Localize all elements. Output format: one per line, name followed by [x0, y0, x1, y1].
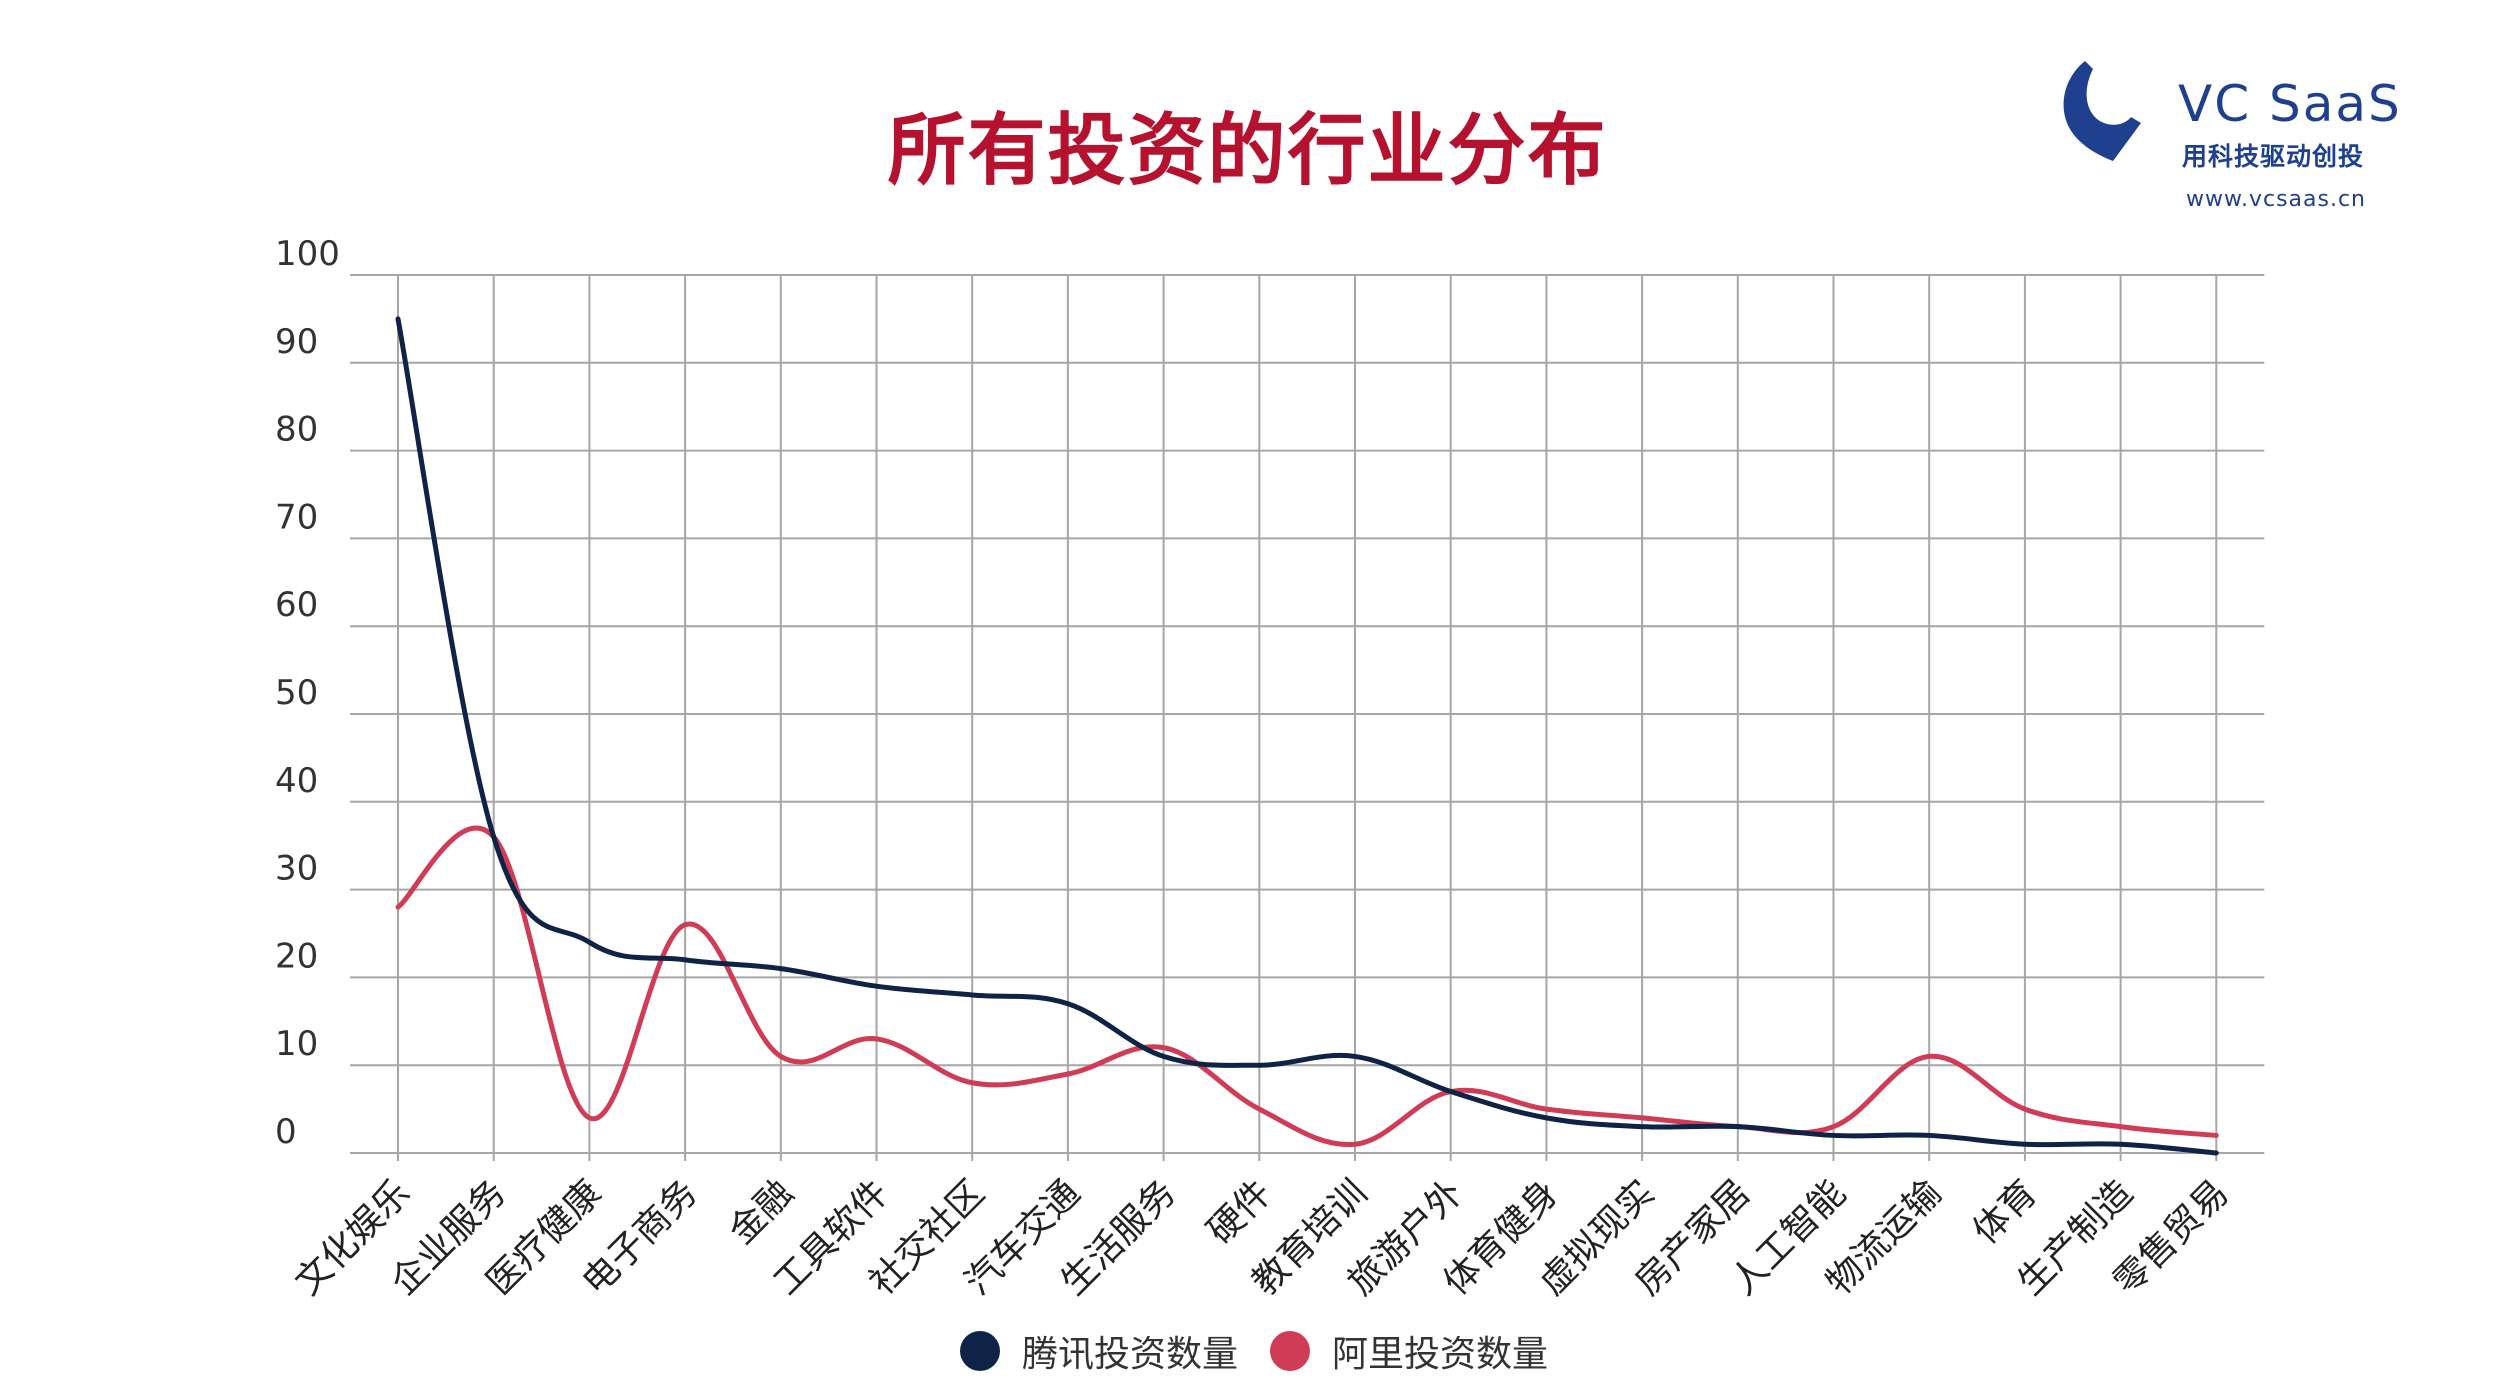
y-tick-label: 0 [275, 1112, 297, 1152]
x-tick-label: 硬件 [1200, 1172, 1280, 1252]
x-tick-label: 体育 [1965, 1172, 2045, 1252]
chart-series [395, 316, 2219, 1156]
logo-slogan: 用科技驱动创投 [2182, 142, 2365, 171]
brand-logo: VC SaaS 用科技驱动创投 www.vcsaas.cn [2055, 55, 2400, 220]
y-axis-ticks: 0 10 20 30 40 50 60 70 80 90 100 [275, 234, 340, 1152]
series-line-ali [395, 825, 2219, 1148]
legend-marker-tencent [960, 1331, 1000, 1371]
page-title: 所有投资的行业分布 [887, 106, 1608, 196]
y-tick-label: 60 [275, 585, 318, 625]
logo-name: VC SaaS [2178, 75, 2402, 133]
vc-saas-logo-icon [2063, 61, 2141, 161]
logo-url: www.vcsaas.cn [2186, 187, 2366, 212]
x-tick-label: 金融 [721, 1172, 801, 1252]
chart-legend: 腾讯投资数量 阿里投资数量 [960, 1323, 1580, 1379]
legend-label-ali: 阿里投资数量 [1332, 1334, 1549, 1375]
y-tick-label: 40 [275, 761, 318, 801]
y-tick-label: 90 [275, 322, 318, 362]
legend-item-tencent: 腾讯投资数量 [960, 1325, 1238, 1377]
y-tick-label: 100 [275, 234, 340, 274]
y-tick-label: 50 [275, 673, 318, 713]
chart-grid [350, 274, 2265, 1161]
y-tick-label: 70 [275, 497, 318, 537]
legend-marker-ali [1270, 1331, 1311, 1371]
y-tick-label: 10 [275, 1024, 318, 1064]
y-tick-label: 80 [275, 410, 318, 450]
series-line-tencent [395, 316, 2219, 1156]
legend-label-tencent: 腾讯投资数量 [1022, 1334, 1239, 1375]
legend-item-ali: 阿里投资数量 [1270, 1325, 1548, 1377]
y-tick-label: 20 [275, 936, 318, 976]
y-tick-label: 30 [275, 849, 318, 889]
